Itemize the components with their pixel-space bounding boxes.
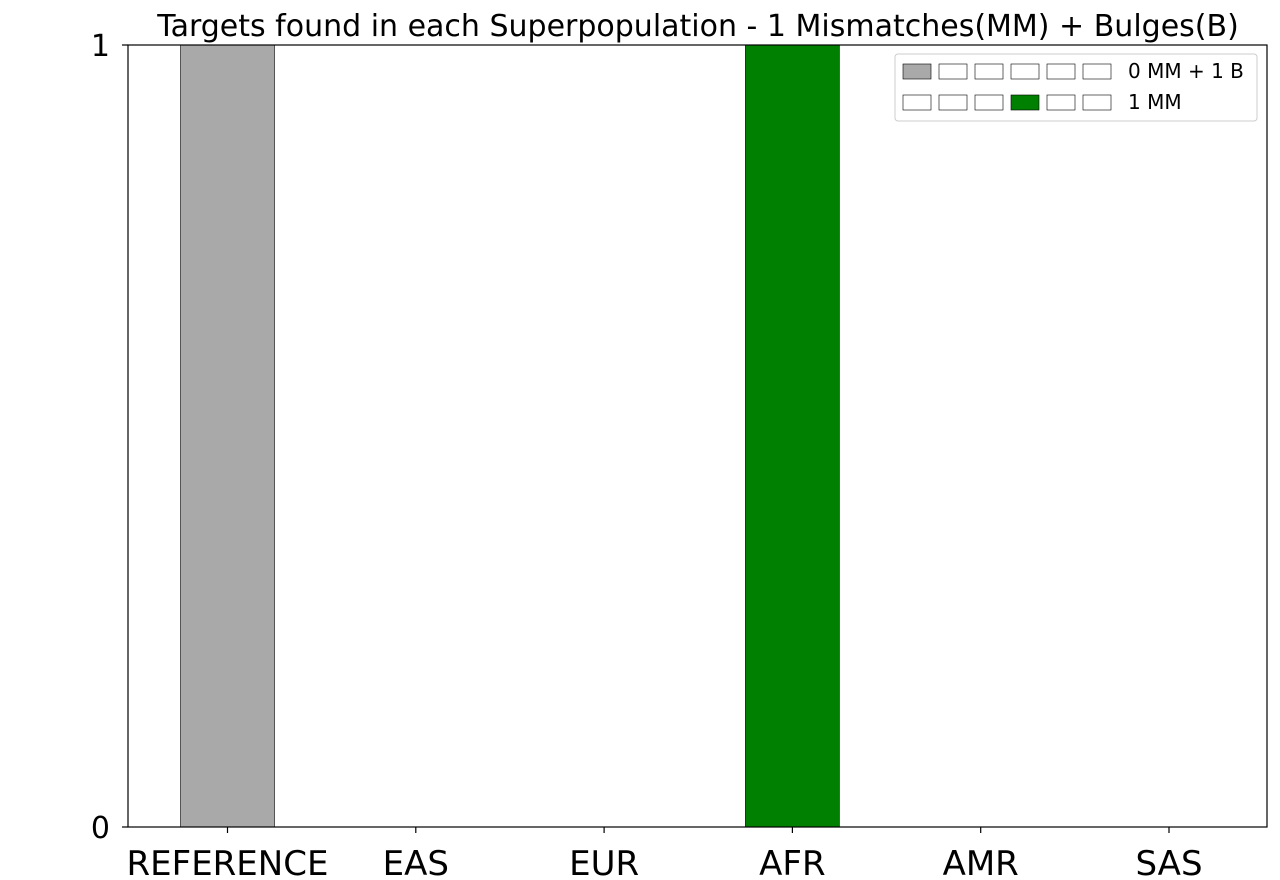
bar-reference-series-0 [180,44,275,828]
plot-area-frame [127,44,1268,828]
axes-layer: REFERENCE EAS EUR AFR AMR SAS 0 1 [91,29,1203,880]
legend-swatch-reference [902,63,932,80]
legend-swatch-amr [1046,63,1076,80]
legend-swatch-afr [1010,63,1040,80]
legend-swatch-sas [1082,94,1112,111]
x-tick-label-eur: EUR [569,844,639,880]
x-tick-label-amr: AMR [943,844,1019,880]
bars-layer [180,44,840,828]
legend-swatch-eur [974,63,1004,80]
legend-swatch-afr [1010,94,1040,111]
legend-swatch-reference [902,94,932,111]
x-tick-label-eas: EAS [383,844,449,880]
legend-swatch-amr [1046,94,1076,111]
legend-swatch-eur [974,94,1004,111]
legend-label-series-1: 1 MM [1128,90,1182,114]
legend-swatch-eas [938,94,968,111]
x-tick-label-afr: AFR [759,844,825,880]
y-tick-label-1: 1 [91,29,110,64]
y-tick-label-0: 0 [91,811,110,846]
legend-swatch-eas [938,63,968,80]
x-tick-label-reference: REFERENCE [127,844,329,880]
legend: 0 MM + 1 B 1 MM [894,53,1258,122]
legend-label-series-0: 0 MM + 1 B [1128,59,1244,83]
x-tick-label-sas: SAS [1135,844,1202,880]
chart-title: Targets found in each Superpopulation - … [156,9,1239,44]
bar-afr-series-1 [745,44,840,828]
legend-swatch-sas [1082,63,1112,80]
